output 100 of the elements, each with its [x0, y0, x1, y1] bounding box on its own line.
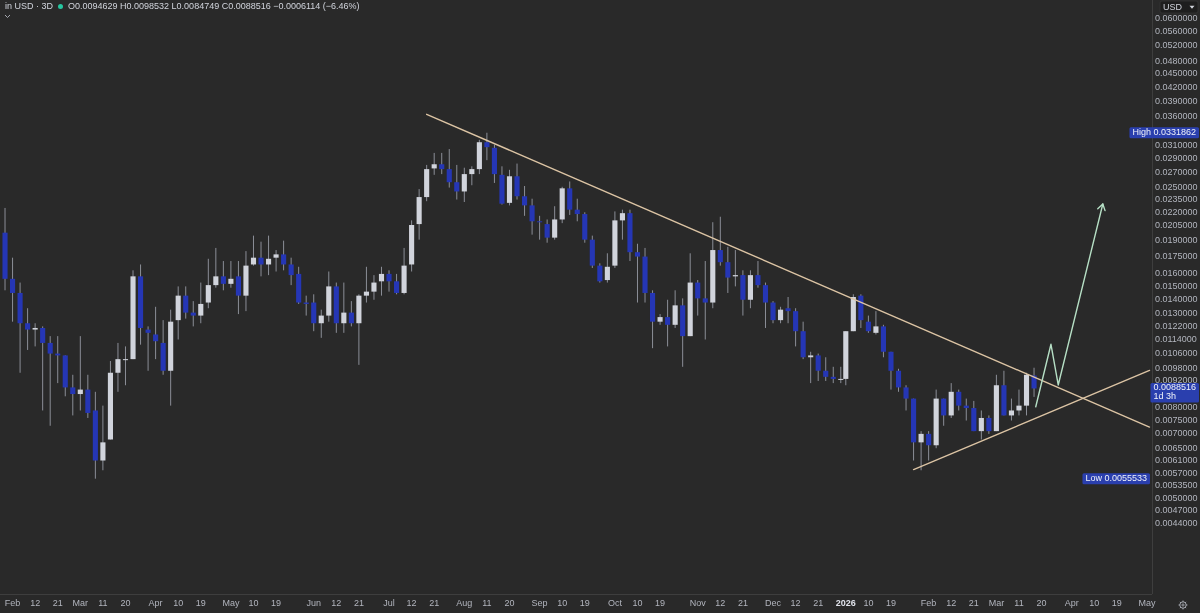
candlestick [941, 398, 947, 427]
candlestick [454, 164, 460, 201]
x-tick-label: 21 [353, 598, 364, 609]
candlestick [619, 209, 625, 241]
candlestick [926, 430, 932, 462]
candlestick [386, 269, 392, 293]
candlestick [567, 180, 573, 216]
candlestick [32, 322, 38, 347]
candlestick [552, 205, 558, 241]
y-tick-label: 0.0205000 [1155, 220, 1198, 231]
candlestick [665, 299, 671, 347]
candlestick [717, 216, 723, 267]
candlestick [948, 382, 954, 419]
y-tick-label: 0.0114000 [1155, 333, 1197, 344]
candlestick [348, 300, 354, 327]
candlestick [183, 285, 189, 320]
x-tick-label: 11 [482, 598, 492, 609]
candlestick [47, 335, 53, 427]
y-tick-label: 0.0061000 [1155, 454, 1198, 465]
candlestick [521, 185, 528, 217]
y-tick-label: 0.0600000 [1155, 12, 1198, 23]
candlestick [461, 167, 467, 203]
x-tick-label: 20 [504, 598, 515, 609]
y-tick-label: 0.0150000 [1155, 280, 1198, 291]
candlestick [70, 374, 76, 416]
y-tick-label: 0.0106000 [1155, 347, 1198, 358]
x-tick-label: 19 [195, 598, 206, 609]
candlestick [213, 247, 219, 289]
y-tick-label: 0.0130000 [1155, 308, 1198, 319]
candlestick [873, 310, 879, 335]
candlestick [25, 307, 31, 351]
candlestick [122, 345, 129, 386]
chart-title: in USD · 3D [5, 1, 54, 12]
y-tick-label: 0.0420000 [1155, 81, 1198, 92]
candlestick [235, 260, 241, 315]
x-tick-label: Jul [383, 598, 395, 609]
candlestick [484, 132, 490, 161]
candlestick [604, 252, 610, 284]
y-tick-label: 0.0044000 [1155, 518, 1198, 529]
candlestick [544, 218, 550, 244]
candlestick [770, 300, 776, 324]
x-tick-label: 10 [632, 598, 643, 609]
y-tick-label: 0.0450000 [1155, 68, 1198, 79]
candlestick [431, 152, 437, 176]
x-tick-label: Dec [765, 598, 782, 609]
x-tick-label: 11 [98, 598, 108, 609]
candlestick [273, 249, 279, 273]
candlestick [514, 163, 520, 201]
candlestick [702, 260, 708, 341]
candlestick [115, 342, 121, 393]
candlestick [220, 260, 226, 291]
x-tick-label: 12 [790, 598, 801, 609]
x-tick-label: 10 [863, 598, 874, 609]
candlestick [815, 353, 821, 382]
candlestick [1016, 389, 1022, 416]
x-tick-label: Aug [456, 598, 473, 609]
candlestick [371, 274, 377, 301]
y-tick-label: 0.0235000 [1155, 193, 1198, 204]
candlestick [9, 257, 16, 323]
candlestick [695, 279, 701, 317]
x-tick-label: 11 [1014, 598, 1024, 609]
candlestick [574, 198, 580, 222]
candlestick [439, 152, 445, 175]
x-tick-label: 21 [429, 598, 440, 609]
x-tick-label: 12 [30, 598, 41, 609]
y-tick-label: 0.0310000 [1155, 140, 1198, 151]
candlestick [634, 243, 641, 304]
candlestick [198, 282, 204, 324]
x-tick-label: 12 [946, 598, 957, 609]
x-tick-label: 10 [248, 598, 259, 609]
candlestick [228, 260, 234, 289]
y-tick-label: 0.0047000 [1155, 505, 1198, 516]
candlestick [1031, 367, 1037, 398]
candlestick [393, 273, 400, 295]
text: USD [1163, 1, 1183, 12]
y-tick-label: 0.0075000 [1155, 414, 1198, 425]
candlestick [903, 384, 909, 411]
y-tick-label: 0.0560000 [1155, 25, 1198, 36]
candlestick [378, 266, 385, 297]
y-tick-label: 0.0520000 [1155, 40, 1198, 51]
candlestick [762, 282, 769, 329]
candlestick [672, 289, 678, 329]
x-tick-label: Mar [72, 598, 89, 609]
annotation: Low 0.0055533 [1085, 473, 1148, 484]
candlestick [537, 215, 543, 241]
candlestick [597, 262, 603, 284]
x-tick-label: Jun [306, 598, 321, 609]
y-tick-label: 0.0053500 [1155, 480, 1198, 491]
x-tick-label: Apr [148, 598, 163, 609]
y-tick-label: 0.0270000 [1155, 167, 1198, 178]
y-tick-label: 0.0220000 [1155, 206, 1198, 217]
y-tick-label: 0.0290000 [1155, 153, 1198, 164]
y-tick-label: 0.0390000 [1155, 95, 1198, 106]
x-tick-label: May [222, 598, 240, 609]
candlestick [469, 165, 475, 186]
x-tick-label: 12 [331, 598, 342, 609]
x-tick-label: 10 [1089, 598, 1100, 609]
y-tick-label: 0.0160000 [1155, 268, 1198, 279]
y-tick-label: 0.0070000 [1155, 428, 1198, 439]
x-tick-label: 19 [1111, 598, 1122, 609]
